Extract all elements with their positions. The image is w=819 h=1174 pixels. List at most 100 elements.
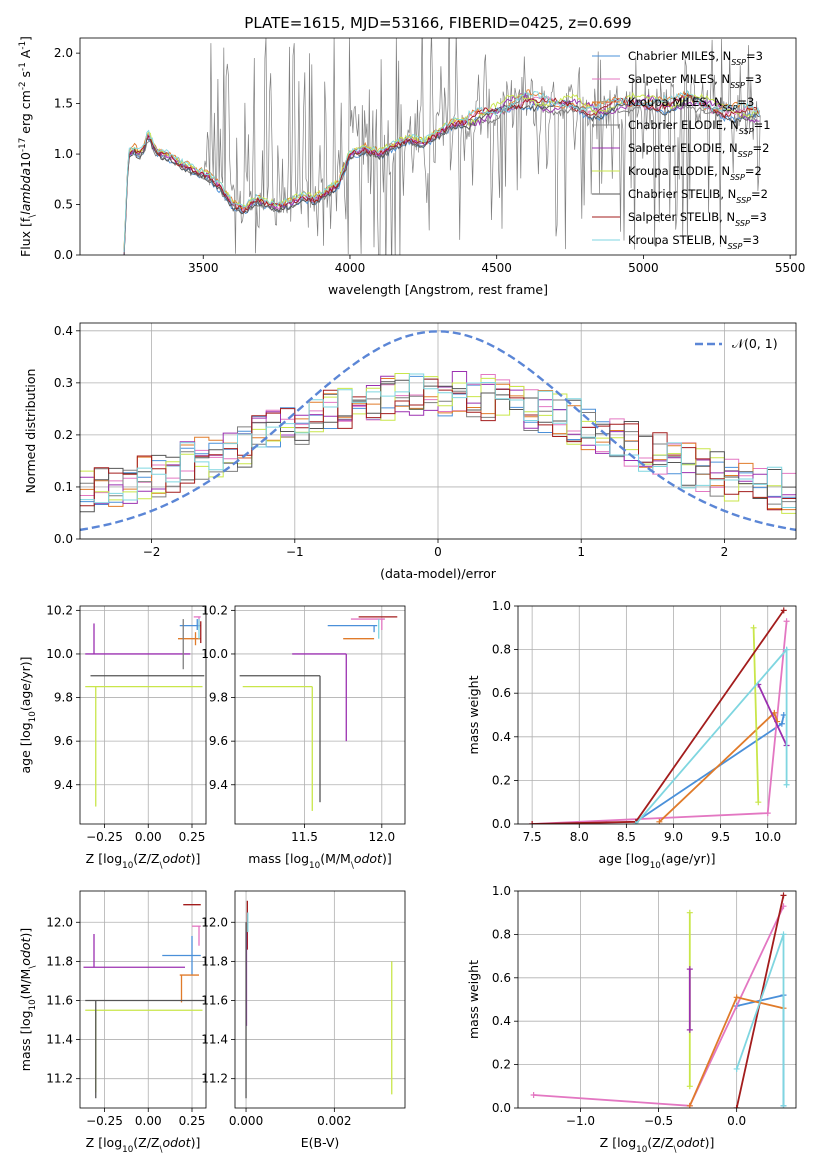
grid-mass-vs-Z (80, 891, 206, 1108)
y-tick-label: 0.2 (492, 773, 511, 787)
x-tick-label: 11.5 (291, 830, 318, 844)
error-bar (178, 632, 201, 646)
plot-area-mass-vs-ebv (245, 900, 393, 1099)
axes-mass-vs-ebv: 0.000 0.002 11.2 11.4 11.6 11.8 12.0 E(B-V) (201, 890, 406, 1150)
mass-weight-marker (780, 607, 787, 614)
axes-mass-weight-vs-Z: −1.0 −0.5 0.0 0.0 0.2 0.4 0.6 0.8 1.0 Z [log10(Z/… (466, 884, 797, 1155)
y-tick-label: 0.0 (54, 248, 73, 262)
y-tick-label: 11.8 (201, 954, 228, 968)
y-tick-label: 0.0 (492, 817, 511, 831)
x-tick-label: 0 (434, 545, 442, 559)
plot-area-residuals (80, 330, 796, 532)
mass-weight-marker (783, 618, 790, 625)
grid-age-vs-Z (80, 606, 206, 824)
y-tick-label: 0.4 (492, 730, 511, 744)
y-tick-label: 9.6 (54, 734, 73, 748)
y-tick-label: 10.0 (201, 647, 228, 661)
y-tick-label: 11.2 (201, 1072, 228, 1086)
y-tick-label: 0.3 (54, 376, 73, 390)
y-tick-label: 1.5 (54, 97, 73, 111)
x-axis-label: mass [log10(M/M\odot)] (248, 851, 391, 871)
mass-weight-marker (686, 1026, 693, 1033)
x-tick-label: 5000 (628, 261, 659, 275)
plot-area-mass-weight-vs-age (529, 607, 790, 824)
y-axis-label: Normed distribution (23, 369, 38, 494)
x-tick-label: 10.0 (754, 830, 781, 844)
y-tick-label: 0.2 (54, 428, 73, 442)
y-tick-label: 12.0 (201, 915, 228, 929)
mass-weight-marker (686, 966, 693, 973)
residual-histogram (80, 373, 796, 508)
mass-weight-series (532, 621, 788, 824)
y-tick-label: 10.2 (201, 603, 228, 617)
x-axis-label: Z [log10(Z/Z\odot)] (600, 1135, 715, 1155)
plot-area-spectrum (123, 38, 761, 255)
x-tick-label: 4000 (335, 261, 366, 275)
error-bar (85, 1009, 203, 1093)
x-tick-label: 4500 (481, 261, 512, 275)
error-bar (192, 925, 201, 946)
x-tick-label: 0.00 (135, 830, 162, 844)
mass-weight-marker (733, 1105, 740, 1108)
mass-weight-marker (764, 810, 771, 817)
plot-area-age-vs-mass (239, 616, 398, 811)
y-tick-label: 1.0 (492, 599, 511, 613)
mass-weight-marker (733, 1065, 740, 1072)
axes-mass-vs-Z: −0.25 0.00 0.25 11.2 11.4 11.6 11.8 12.0 Z [log1… (18, 890, 207, 1155)
mass-weight-series (752, 627, 760, 803)
mass-weight-marker (783, 646, 790, 653)
x-tick-label: 9.5 (711, 830, 730, 844)
y-axis-label: mass [log10(M/M\odot)] (18, 928, 38, 1071)
y-tick-label: 9.8 (209, 691, 228, 705)
axes-residuals: −2 −1 0 1 2 0.0 0.1 0.2 0.3 0.4 (data-model)/error… (23, 322, 797, 581)
x-tick-label: −0.25 (86, 830, 123, 844)
y-tick-label: 0.2 (492, 1058, 511, 1072)
y-tick-label: 1.0 (492, 884, 511, 898)
mass-weight-marker (783, 781, 790, 788)
x-tick-label: 8.5 (617, 830, 636, 844)
error-bar (83, 934, 185, 968)
x-tick-label: −1 (286, 545, 304, 559)
legend-entry: Chabrier MILES, NSSP=3 (628, 49, 763, 67)
y-tick-label: 9.6 (209, 734, 228, 748)
error-bar (292, 653, 347, 742)
x-tick-label: 0.002 (317, 1114, 351, 1128)
model-fit-line (123, 91, 760, 255)
plot-area-mass-weight-vs-Z (530, 892, 787, 1108)
axes-mass-weight-vs-age: 7.5 8.0 8.5 9.0 9.5 10.0 0.0 0.2 0.4 0.6 0.8 1.0 age… (466, 599, 797, 871)
mass-weight-series (532, 609, 785, 824)
error-bar (85, 686, 203, 807)
plot-area-age-vs-Z (85, 616, 205, 807)
y-tick-label: 0.4 (492, 1014, 511, 1028)
y-tick-label: 0.0 (492, 1101, 511, 1115)
legend-entry: Chabrier STELIB, NSSP=2 (628, 187, 768, 205)
x-tick-label: 9.0 (664, 830, 683, 844)
x-axis-label: Z [log10(Z/Z\odot)] (86, 1135, 201, 1155)
error-bar (85, 623, 191, 655)
y-tick-label: 0.6 (492, 686, 511, 700)
legend-entry: Chabrier ELODIE, NSSP=1 (628, 118, 771, 136)
x-axis-label: Z [log10(Z/Z\odot)] (86, 851, 201, 871)
mass-weight-marker (778, 720, 785, 727)
axes-frame (234, 605, 406, 825)
gaussian-reference-line (80, 330, 796, 532)
spectrum-legend: Chabrier MILES, NSSP=3 Salpeter MILES, NS… (592, 49, 771, 251)
grid-mass-vs-ebv (235, 891, 405, 1108)
model-fit-line (123, 89, 761, 253)
x-tick-label: −0.25 (86, 1114, 123, 1128)
legend-entry: Salpeter ELODIE, NSSP=2 (628, 141, 769, 159)
axes-frame (79, 322, 797, 540)
y-tick-label: 11.8 (46, 954, 73, 968)
observed-spectrum-line (123, 38, 761, 255)
axes-frame (234, 890, 406, 1109)
mass-weight-marker (780, 931, 787, 938)
legend-entry: Salpeter STELIB, NSSP=3 (628, 210, 767, 228)
legend-entry: Salpeter MILES, NSSP=3 (628, 72, 762, 90)
y-tick-label: 2.0 (54, 46, 73, 60)
mass-weight-marker (686, 909, 693, 916)
x-axis-label: age [log10(age/yr)] (598, 851, 715, 871)
x-tick-label: 0.0 (727, 1114, 746, 1128)
error-bar (327, 624, 378, 633)
y-tick-label: 10.0 (46, 647, 73, 661)
